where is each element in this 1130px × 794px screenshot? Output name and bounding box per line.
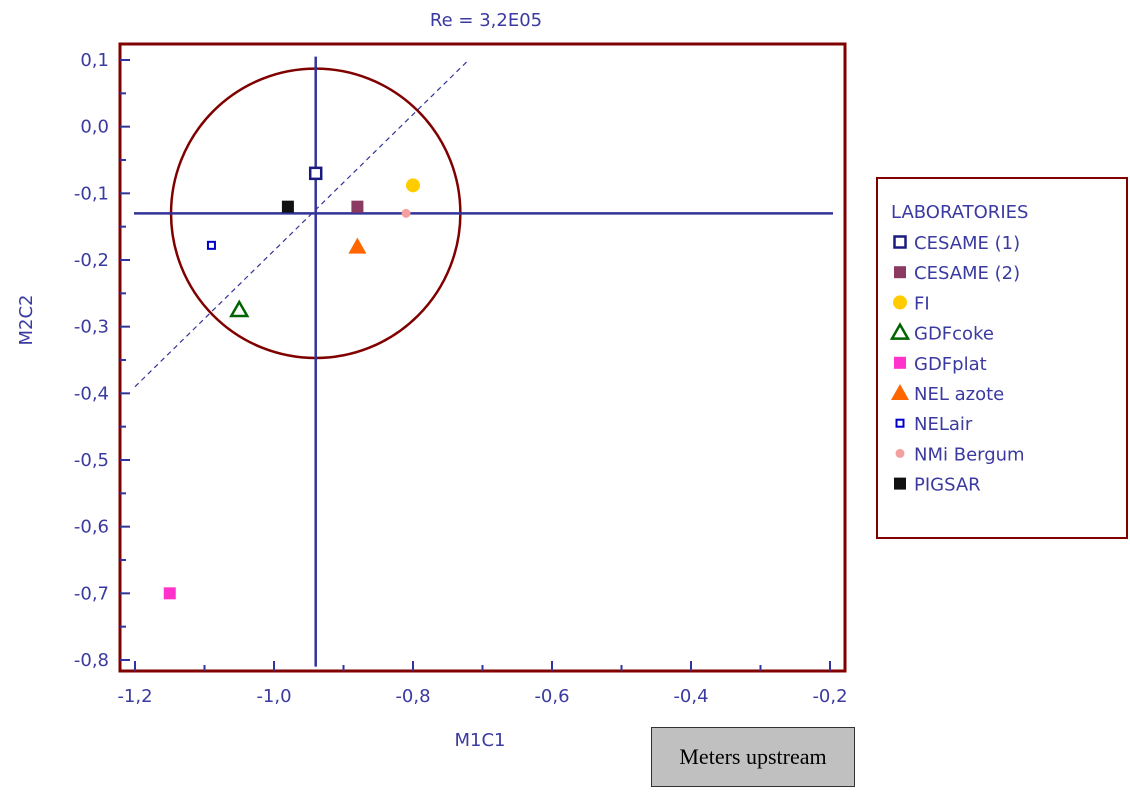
legend-label-cesame-1: CESAME (1) <box>914 233 1020 254</box>
plot-frame <box>118 42 847 673</box>
legend-marker-nel-azote <box>891 384 909 400</box>
point-cesame-2 <box>351 200 364 213</box>
y-tick-label: -0,8 <box>74 650 109 671</box>
legend-marker-cesame-1 <box>893 235 907 249</box>
legend-label-gdfplat: GDFplat <box>914 354 987 375</box>
legend-label-gdfcoke: GDFcoke <box>914 324 994 345</box>
point-gdfplat <box>163 587 176 600</box>
legend-marker-fi <box>893 295 907 310</box>
note-text: Meters upstream <box>679 744 827 769</box>
y-tick-label: -0,2 <box>74 250 109 271</box>
y-axis-title: M2C2 <box>16 294 37 345</box>
legend-label-pigsar: PIGSAR <box>914 475 981 496</box>
y-tick-label: -0,6 <box>74 517 109 538</box>
note-box: Meters upstream <box>651 727 855 787</box>
legend-title: LABORATORIES <box>891 202 1028 223</box>
point-gdfcoke <box>229 299 250 318</box>
x-axis-ticks: -1,2 -1,0 -0,8 -0,6 -0,4 -0,2 <box>117 661 848 707</box>
y-axis-ticks: 0,1 0,0 -0,1 -0,2 -0,3 -0,4 -0,5 -0,6 -0,7 -0,8 <box>74 50 130 671</box>
point-nelair <box>206 240 216 250</box>
y-tick-label: -0,3 <box>74 317 109 338</box>
x-tick-label: -1,2 <box>117 686 152 707</box>
point-nel-azote <box>348 237 367 254</box>
point-fi <box>406 178 420 193</box>
y-tick-label: -0,5 <box>74 450 109 471</box>
legend-box <box>876 177 1128 539</box>
x-tick-label: -0,2 <box>812 686 847 707</box>
x-tick-label: -0,4 <box>673 686 708 707</box>
y-tick-label: 0,1 <box>80 50 109 71</box>
y-tick-label: -0,4 <box>74 383 109 404</box>
legend-label-nel-azote: NEL azote <box>914 384 1004 405</box>
legend-marker-nmi-bergum <box>895 448 905 458</box>
point-pigsar <box>281 200 294 213</box>
chart-title: Re = 3,2E05 <box>430 10 542 31</box>
point-nmi-bergum <box>401 208 411 218</box>
plot-area <box>134 56 833 667</box>
legend-marker-nelair <box>895 418 905 428</box>
data-points <box>163 166 420 600</box>
y-tick-label: 0,0 <box>80 117 109 138</box>
legend-marker-pigsar <box>894 477 906 490</box>
legend-label-cesame-2: CESAME (2) <box>914 263 1020 284</box>
y-tick-label: -0,7 <box>74 583 109 604</box>
legend-items: CESAME (1) CESAME (2) FI GDFcoke GDFplat NEL … <box>889 233 1025 496</box>
x-tick-label: -0,8 <box>395 686 430 707</box>
x-axis-title: M1C1 <box>454 730 505 751</box>
x-tick-label: -0,6 <box>534 686 569 707</box>
legend-marker-gdfcoke <box>889 322 911 340</box>
legend-label-nelair: NELair <box>914 414 973 435</box>
x-tick-label: -1,0 <box>256 686 291 707</box>
point-cesame-1 <box>308 166 323 181</box>
legend-label-nmi-bergum: NMi Bergum <box>914 444 1025 465</box>
legend-marker-gdfplat <box>894 356 906 369</box>
legend-label-fi: FI <box>914 293 930 314</box>
diagonal-reference-line <box>134 59 470 388</box>
y-tick-label: -0,1 <box>74 183 109 204</box>
legend-marker-cesame-2 <box>894 266 906 279</box>
